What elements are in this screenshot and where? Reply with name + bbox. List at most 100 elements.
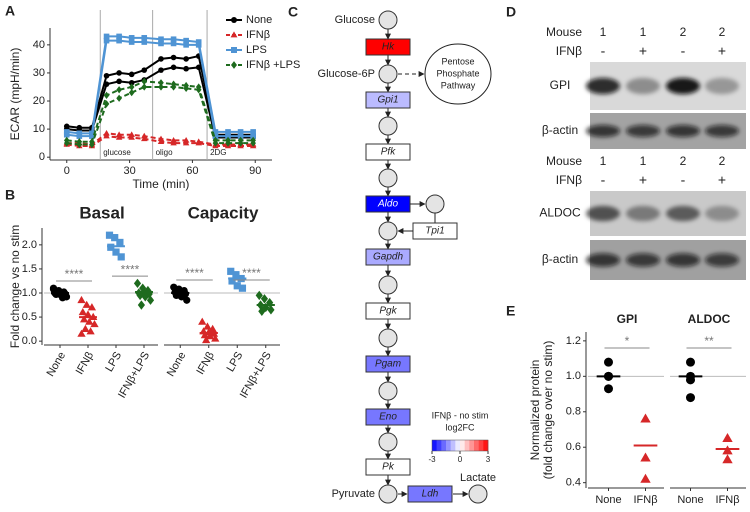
data-point: [59, 294, 67, 302]
blot-band: [586, 205, 620, 222]
facet-title: GPI: [617, 312, 638, 326]
data-point: [233, 282, 241, 290]
legend-label: None: [246, 14, 272, 26]
metabolite: [378, 221, 398, 241]
lane-label: 2: [719, 154, 726, 168]
colorbar-step: [483, 440, 489, 451]
metabolite: [425, 194, 445, 214]
data-point: [158, 56, 164, 62]
data-point: [128, 79, 135, 86]
blot-band: [705, 253, 739, 267]
x-tick-label: 90: [249, 165, 261, 177]
data-point: [116, 94, 122, 102]
data-point: [182, 136, 190, 143]
data-point: [170, 136, 177, 143]
significance-label: ****: [121, 262, 140, 276]
data-point: [116, 33, 122, 40]
blot-band: [666, 124, 700, 138]
data-point: [103, 100, 110, 108]
data-point: [116, 78, 122, 85]
metabolite-label: Lactate: [460, 472, 496, 484]
side-pathway: [424, 43, 492, 105]
row-label: IFNβ: [556, 44, 582, 58]
enzyme-label: Aldo: [377, 199, 398, 210]
lane-label: 1: [640, 154, 647, 168]
y-tick-label: 40: [33, 39, 45, 51]
data-point: [136, 290, 144, 301]
facet-title: Capacity: [188, 203, 259, 222]
injection-label: oligo: [156, 148, 173, 157]
lane-label: +: [718, 43, 726, 59]
injection-label: 2DG: [210, 148, 226, 157]
data-point: [183, 56, 189, 62]
lane-label: -: [681, 172, 686, 188]
data-point: [250, 139, 256, 147]
blot-band: [586, 253, 620, 267]
data-point: [116, 70, 122, 76]
data-point: [640, 413, 651, 423]
lane-label: 2: [680, 25, 687, 39]
legend-label: LPS: [246, 44, 267, 56]
enzyme-box: [365, 143, 411, 161]
enzyme-label: Tpi1: [425, 226, 444, 237]
data-point: [76, 130, 83, 137]
colorbar-step: [441, 440, 447, 451]
metabolite-label: Pyruvate: [332, 488, 375, 500]
enzyme-label: Pk: [382, 462, 395, 473]
data-point: [225, 133, 231, 139]
data-point: [686, 357, 695, 367]
data-point: [128, 35, 135, 41]
legend-label: IFNβ: [246, 29, 270, 41]
data-point: [227, 267, 235, 275]
blot-band: [666, 77, 700, 95]
data-point: [117, 253, 125, 261]
y-axis-title: ECAR (mpH/min): [8, 48, 22, 141]
data-point: [640, 452, 651, 462]
side-pathway-label: Pentose: [441, 56, 474, 66]
y-tick-label: 0.4: [566, 477, 581, 489]
x-tick-label: IFNβ: [74, 350, 96, 377]
data-point: [258, 306, 266, 316]
x-tick-label: None: [595, 494, 621, 506]
data-point: [250, 129, 256, 135]
colorbar-step: [450, 440, 456, 451]
data-point: [89, 133, 95, 139]
enzyme-label: Hk: [382, 42, 395, 53]
data-point: [232, 271, 240, 279]
data-point: [77, 295, 86, 304]
data-point: [170, 40, 177, 47]
x-tick-label: 60: [186, 165, 198, 177]
blot-band: [626, 124, 660, 138]
data-point: [208, 324, 217, 332]
data-point: [157, 135, 165, 142]
y-tick-label: 0.5: [22, 311, 37, 323]
data-point: [203, 322, 212, 330]
data-point: [77, 329, 86, 337]
data-point: [103, 72, 110, 79]
enzyme-label: Pgam: [375, 359, 401, 370]
data-point: [195, 86, 202, 94]
lane-label: 1: [600, 154, 607, 168]
y-tick-label: 10: [33, 123, 45, 135]
enzyme-box: [365, 91, 411, 109]
data-point: [158, 79, 164, 87]
data-point: [79, 315, 89, 323]
legend-title: log2FC: [445, 422, 475, 432]
data-point: [85, 317, 94, 325]
x-tick-label: 0: [64, 165, 70, 177]
colorbar-step: [460, 440, 465, 451]
lane-label: 1: [640, 25, 647, 39]
data-point: [604, 384, 613, 394]
data-point: [255, 290, 263, 301]
x-tick-label: None: [677, 494, 703, 506]
data-point: [116, 37, 122, 44]
legend-label: IFNβ +LPS: [246, 59, 300, 71]
data-point: [266, 297, 274, 308]
data-point: [128, 39, 135, 45]
data-point: [183, 296, 191, 304]
lane-label: -: [681, 43, 686, 59]
enzyme-label: Pgk: [379, 306, 397, 317]
data-point: [686, 393, 695, 403]
data-point: [137, 300, 145, 310]
